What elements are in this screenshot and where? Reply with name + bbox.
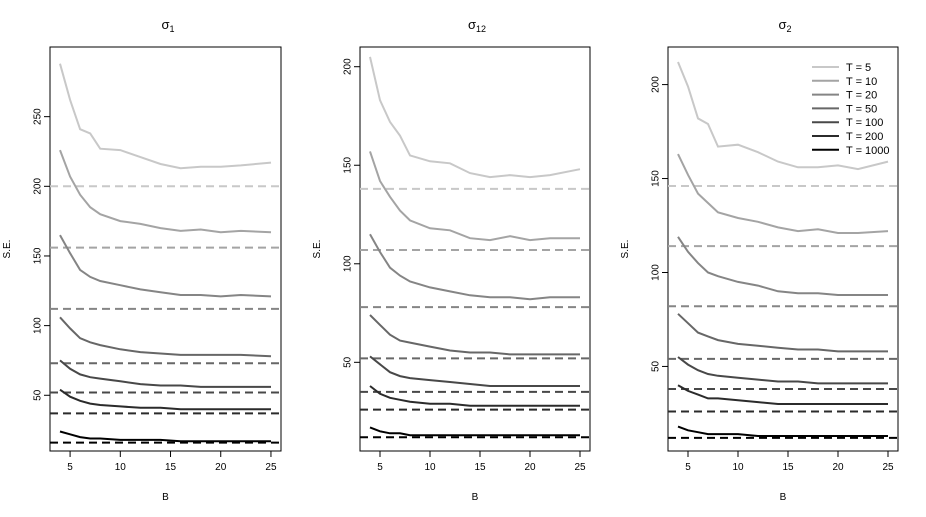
panel-3: σ2 5 10 15 20 25 50 100 150 200 B S.E. [620, 17, 899, 503]
y-axis-label: S.E. [620, 240, 631, 259]
legend-label: T = 5 [846, 62, 871, 74]
series-line [59, 63, 272, 170]
series-line [677, 384, 888, 405]
x-tick-label: 25 [265, 462, 277, 473]
y-tick-label: 200 [343, 58, 354, 75]
series-line [677, 153, 889, 234]
series-line [59, 316, 272, 358]
legend: T = 5 T = 10 T = 20T = 50 T = 100 T = 200 T =… [812, 62, 890, 157]
series-line [369, 151, 580, 242]
panel-1: σ1 5 10 15 20 25 50 100 150 200 250 B S.E. [2, 17, 282, 503]
x-tick-label: 20 [524, 462, 536, 473]
series-line [677, 425, 888, 437]
panel-title: σ1 [161, 17, 174, 34]
x-tick-label: 15 [474, 462, 486, 473]
y-tick-label: 200 [651, 76, 662, 93]
legend-label: T = 1000 [846, 145, 890, 157]
x-tick-label: 20 [215, 462, 227, 473]
series-line [369, 426, 580, 437]
legend-label: T = 20 [846, 90, 877, 102]
legend-label: T = 100 [846, 117, 883, 129]
series-line [369, 355, 580, 387]
x-axis-label: B [472, 492, 479, 503]
plot-frame [667, 46, 899, 452]
y-tick-label: 100 [651, 264, 662, 281]
x-tick-label: 10 [424, 462, 436, 473]
x-tick-label: 5 [377, 462, 383, 473]
x-axis-label: B [780, 492, 787, 503]
series-line [677, 61, 889, 171]
x-tick-label: 20 [832, 462, 844, 473]
x-tick-label: 5 [685, 462, 691, 473]
panel-title: σ12 [468, 17, 486, 34]
x-tick-label: 10 [115, 462, 127, 473]
y-tick-label: 150 [33, 247, 44, 264]
y-tick-label: 50 [33, 389, 44, 401]
x-tick-label: 15 [782, 462, 794, 473]
x-tick-label: 15 [165, 462, 177, 473]
legend-label: T = 50 [846, 103, 877, 115]
series-line [369, 314, 580, 356]
series-line [59, 359, 271, 388]
series-line [59, 234, 272, 298]
y-tick-label: 50 [651, 360, 662, 372]
x-tick-label: 25 [882, 462, 894, 473]
series-line [59, 430, 271, 443]
legend-label: T = 10 [846, 76, 877, 88]
x-axis-label: B [162, 492, 169, 503]
legend-label: T = 200 [846, 131, 883, 143]
y-axis-label: S.E. [2, 240, 13, 259]
y-tick-label: 200 [33, 178, 44, 195]
series-line [677, 356, 888, 385]
series-line [369, 385, 580, 407]
y-tick-label: 100 [343, 255, 354, 272]
series-line [59, 388, 271, 411]
plot-frame [49, 46, 282, 452]
series-line [59, 149, 272, 234]
y-tick-label: 150 [651, 170, 662, 187]
x-tick-label: 10 [732, 462, 744, 473]
panel-title: σ2 [778, 17, 791, 34]
y-tick-label: 100 [33, 317, 44, 334]
x-tick-label: 25 [574, 462, 586, 473]
series-line [369, 233, 580, 301]
y-tick-label: 250 [33, 108, 44, 125]
series-line [369, 56, 581, 179]
series-line [677, 313, 888, 353]
y-tick-label: 50 [343, 356, 354, 368]
x-tick-label: 5 [67, 462, 73, 473]
y-axis-label: S.E. [312, 240, 323, 259]
panel-2: σ12 5 10 15 20 25 50 100 150 200 B S.E. [312, 17, 591, 503]
series-line [677, 236, 888, 296]
y-tick-label: 150 [343, 156, 354, 173]
